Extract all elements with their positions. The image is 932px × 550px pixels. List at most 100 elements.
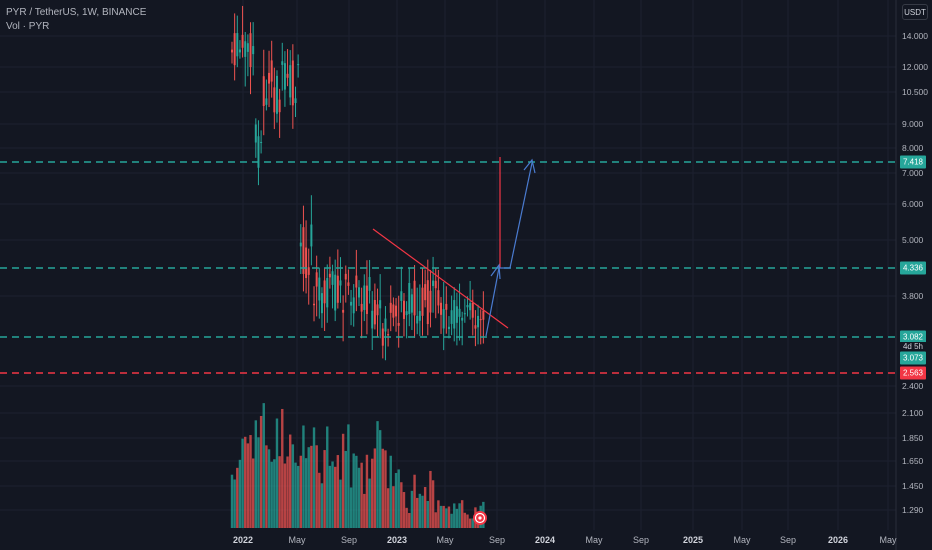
candle-body	[381, 328, 384, 346]
volume-bar	[328, 465, 332, 528]
candle-body	[363, 285, 366, 310]
candle-body	[326, 278, 329, 308]
time-tick-label: 2023	[386, 535, 408, 545]
volume-bar	[270, 461, 273, 528]
candle-body	[241, 34, 244, 48]
volume-bar	[347, 424, 350, 528]
price-badge-countdown: 4d 5h	[900, 342, 926, 352]
price-tick-label: 1.290	[902, 505, 924, 515]
projection-arrow-path[interactable]	[485, 162, 533, 337]
candle-body	[376, 304, 379, 316]
symbol-title[interactable]: PYR / TetherUS, 1W, BINANCE	[6, 7, 147, 18]
volume-bar	[357, 467, 361, 528]
candle-body	[331, 271, 334, 285]
candle-body	[289, 65, 292, 98]
candle-body	[299, 242, 302, 247]
candle-body	[405, 311, 408, 316]
volume-bar	[445, 508, 448, 528]
projection-arrow-head-2	[523, 158, 536, 174]
volume-bar	[389, 455, 392, 528]
volume-bar	[421, 495, 424, 528]
candle-body	[389, 302, 392, 313]
candle-body	[260, 141, 263, 143]
candle-body	[275, 75, 278, 114]
candle-body	[416, 315, 419, 324]
volume-bar	[429, 470, 432, 528]
candle-body	[410, 294, 413, 313]
volume-bar	[241, 438, 244, 528]
volume-bar	[312, 427, 316, 528]
candle-body	[270, 60, 273, 82]
price-tick-label: 14.000	[902, 31, 928, 41]
candle-body	[479, 319, 482, 321]
volume-bar	[259, 415, 263, 528]
candle-body	[294, 98, 297, 104]
volume-bar	[254, 420, 258, 528]
volume-bar	[236, 467, 239, 528]
volume-bar	[294, 462, 297, 528]
candle-body	[254, 124, 257, 143]
candle-body	[442, 309, 445, 329]
candle-body	[307, 267, 310, 275]
currency-button[interactable]: USDT	[902, 4, 928, 20]
volume-bar	[333, 466, 337, 528]
volume-bar	[426, 500, 429, 528]
descending-trendline[interactable]	[372, 228, 509, 329]
price-tick-label: 1.650	[902, 456, 924, 466]
candle-body	[268, 72, 271, 84]
volume-bar	[283, 463, 287, 528]
volume-bar	[453, 503, 456, 528]
candle-body	[379, 300, 382, 309]
chart-drawings[interactable]	[0, 157, 896, 374]
volume-bar	[381, 448, 385, 528]
price-tick-label: 6.000	[902, 199, 924, 209]
price-badge-stop: 2.563	[900, 366, 926, 380]
price-tick-label: 12.000	[902, 62, 928, 72]
candle-body	[252, 46, 255, 55]
candle-body	[453, 300, 456, 329]
time-tick-label: May	[585, 535, 603, 545]
volume-bar	[413, 474, 416, 528]
volume-legend[interactable]: Vol · PYR	[6, 21, 50, 32]
candle-body	[286, 73, 289, 78]
volume-bar	[339, 479, 342, 528]
candle-body	[458, 308, 461, 317]
price-tick-label: 5.000	[902, 235, 924, 245]
volume-bar	[281, 408, 284, 528]
candle-body	[355, 275, 358, 288]
volume-bar	[304, 458, 308, 528]
volume-bar	[455, 508, 459, 528]
candle-body	[233, 33, 236, 66]
candle-body	[305, 247, 308, 279]
candle-body	[373, 300, 376, 325]
candle-body	[352, 297, 355, 314]
price-badge-breakout: 4.336	[900, 261, 926, 275]
candle-body	[244, 41, 247, 57]
volume-bars	[230, 403, 485, 528]
chart-legend: PYR / TetherUS, 1W, BINANCE Vol · PYR	[6, 6, 146, 34]
volume-bar	[431, 480, 435, 528]
candle-body	[360, 303, 363, 312]
candle-body	[440, 302, 443, 315]
volume-bar	[246, 443, 250, 528]
volume-bar	[402, 492, 406, 528]
candle-body	[297, 64, 300, 66]
volume-bar	[352, 453, 355, 528]
time-tick-label: 2022	[232, 535, 254, 545]
volume-bar	[437, 500, 440, 528]
volume-bar	[326, 426, 329, 528]
candle-body	[400, 291, 403, 301]
volume-bar	[450, 513, 453, 528]
candle-body	[371, 310, 374, 329]
volume-bar	[331, 461, 334, 528]
candle-body	[365, 285, 368, 314]
candle-body	[426, 280, 429, 325]
chart-settings-icon[interactable]	[473, 511, 487, 525]
candle-body	[273, 87, 276, 113]
candle-body	[413, 280, 416, 316]
volume-bar	[373, 448, 377, 528]
volume-bar	[267, 449, 271, 528]
candle-body	[368, 277, 371, 291]
price-tick-label: 8.000	[902, 143, 924, 153]
